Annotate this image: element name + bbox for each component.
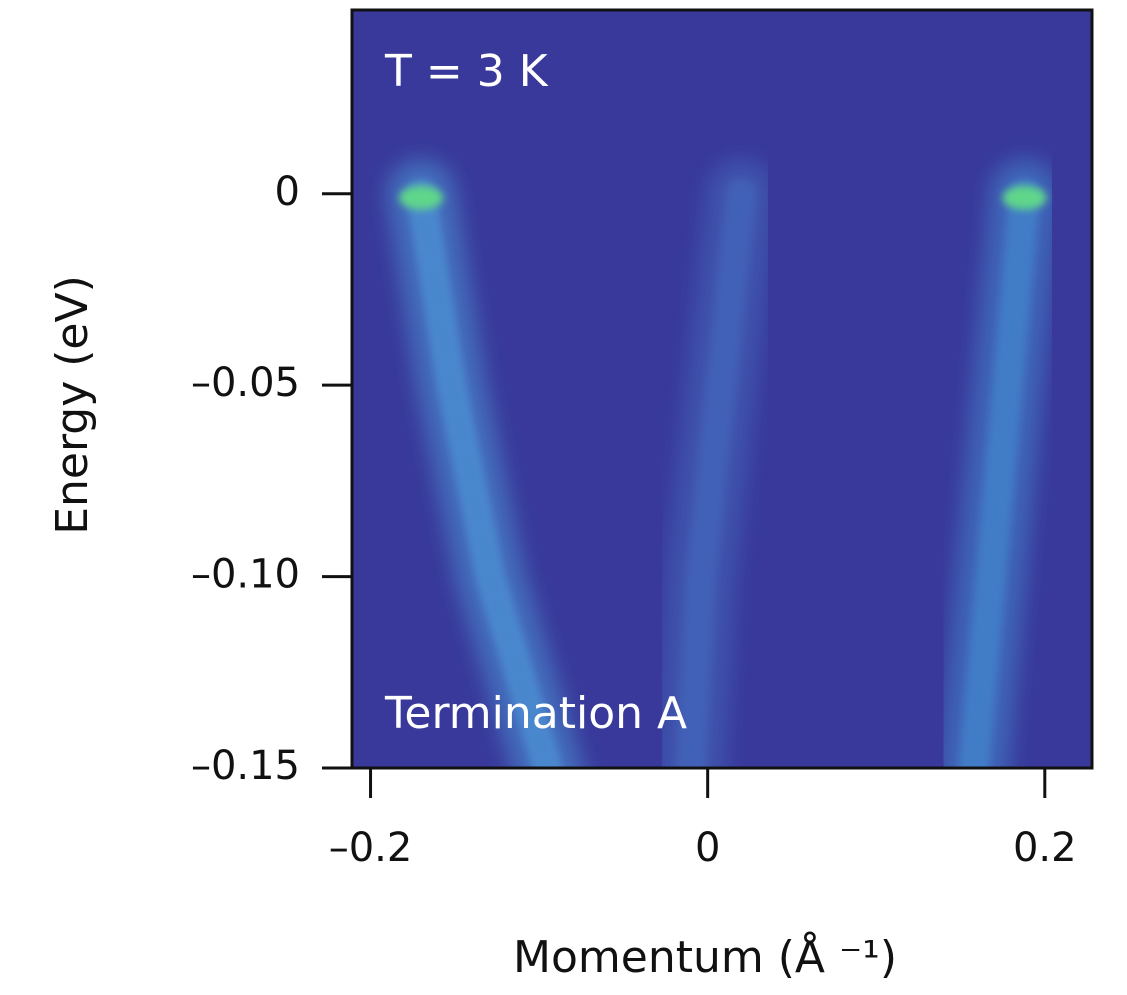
x-tick-label: –0.2: [329, 825, 413, 871]
temperature-label: T = 3 K: [384, 46, 549, 97]
band: [406, 178, 563, 768]
spectral-map: [386, 158, 1060, 768]
x-tick-label: 0.2: [1013, 825, 1077, 871]
y-tick-label: 0: [275, 169, 300, 215]
fermi-peak: [1002, 185, 1047, 210]
x-tick-label: 0: [695, 825, 720, 871]
band: [959, 178, 1040, 768]
x-axis-label: Momentum (Å ⁻¹): [513, 930, 897, 983]
termination-label: Termination A: [384, 688, 687, 739]
y-tick-label: –0.10: [191, 552, 300, 598]
plot-frame: [350, 8, 1094, 770]
band: [675, 178, 757, 768]
fermi-peak: [399, 185, 444, 210]
y-tick-label: –0.15: [191, 743, 300, 789]
y-tick-label: –0.05: [191, 360, 300, 406]
y-axis-label: Energy (eV): [47, 275, 98, 535]
